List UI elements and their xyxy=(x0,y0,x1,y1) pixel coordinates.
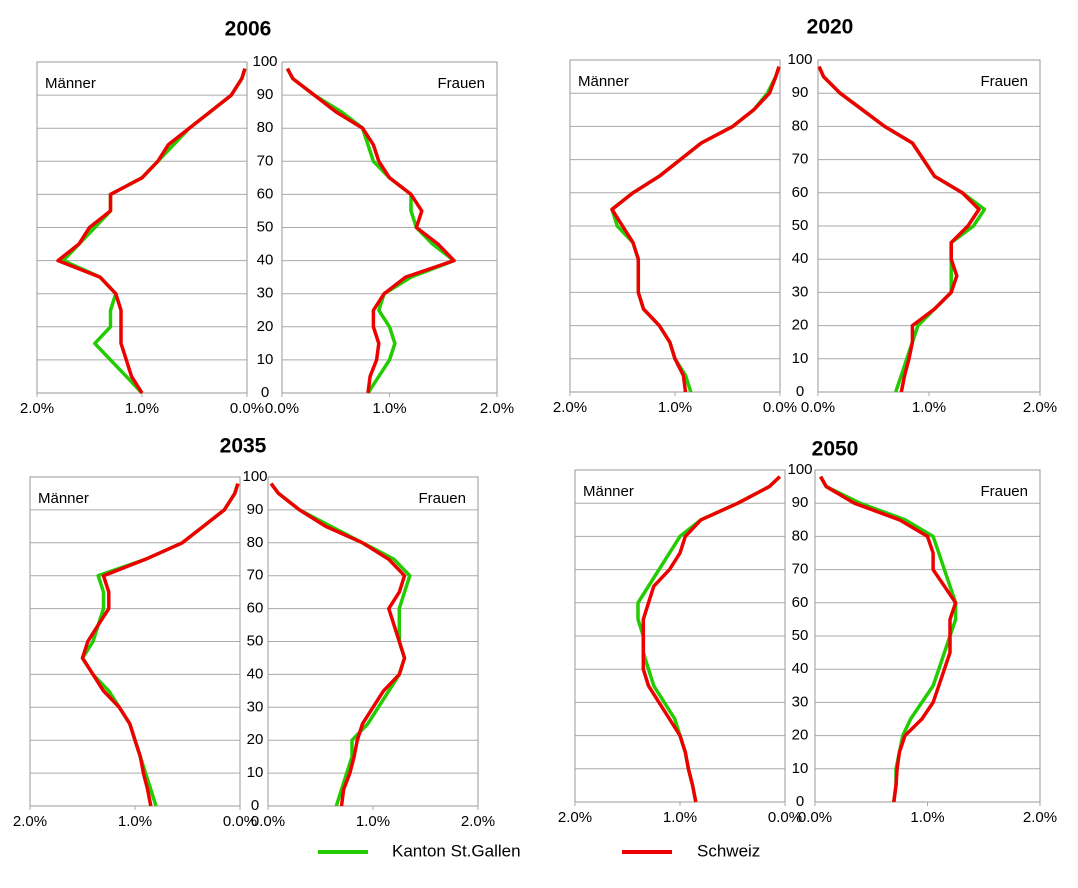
y-tick-label: 20 xyxy=(247,731,264,748)
y-tick-label: 90 xyxy=(247,501,264,518)
y-tick-label: 50 xyxy=(792,627,809,644)
y-tick-label: 50 xyxy=(257,218,274,235)
y-tick-label: 0 xyxy=(796,793,804,810)
y-tick-label: 50 xyxy=(247,632,264,649)
y-tick-label: 0 xyxy=(796,383,804,400)
population-line xyxy=(80,483,240,807)
x-tick-label: 2.0% xyxy=(1023,809,1057,826)
population-line xyxy=(610,66,781,393)
legend-label: Schweiz xyxy=(697,841,760,860)
x-tick-label: 0.0% xyxy=(801,399,835,416)
y-tick-label: 10 xyxy=(792,760,809,777)
x-tick-label: 1.0% xyxy=(910,809,944,826)
y-tick-label: 40 xyxy=(247,665,264,682)
y-tick-label: 50 xyxy=(792,217,809,234)
y-tick-label: 70 xyxy=(247,567,264,584)
y-tick-label: 20 xyxy=(792,727,809,744)
y-tick-label: 80 xyxy=(792,527,809,544)
y-tick-label: 40 xyxy=(792,250,809,267)
panel-label: Männer xyxy=(583,483,634,500)
x-tick-label: 1.0% xyxy=(658,399,692,416)
y-tick-label: 20 xyxy=(257,318,274,335)
x-tick-label: 1.0% xyxy=(125,400,159,417)
population-line xyxy=(56,68,247,394)
chart-title: 2020 xyxy=(807,16,854,39)
population-line xyxy=(285,67,456,394)
x-tick-label: 0.0% xyxy=(251,813,285,830)
y-tick-label: 60 xyxy=(792,184,809,201)
chart-title: 2050 xyxy=(812,438,859,461)
population-line xyxy=(80,483,240,807)
y-tick-label: 60 xyxy=(257,185,274,202)
y-tick-label: 100 xyxy=(787,461,812,478)
y-tick-label: 40 xyxy=(792,660,809,677)
x-tick-label: 2.0% xyxy=(558,809,592,826)
y-tick-label: 0 xyxy=(251,797,259,814)
x-tick-label: 2.0% xyxy=(553,399,587,416)
population-line xyxy=(819,475,958,803)
y-tick-label: 60 xyxy=(792,594,809,611)
x-tick-label: 2.0% xyxy=(13,813,47,830)
y-tick-label: 80 xyxy=(247,534,264,551)
x-tick-label: 1.0% xyxy=(118,813,152,830)
y-tick-label: 70 xyxy=(257,152,274,169)
y-tick-label: 80 xyxy=(257,119,274,136)
x-tick-label: 0.0% xyxy=(763,399,797,416)
y-tick-label: 20 xyxy=(792,317,809,334)
y-tick-label: 90 xyxy=(792,84,809,101)
x-tick-label: 0.0% xyxy=(798,809,832,826)
y-tick-label: 30 xyxy=(792,283,809,300)
y-tick-label: 0 xyxy=(261,384,269,401)
panel-label: Frauen xyxy=(980,73,1028,90)
x-tick-label: 2.0% xyxy=(480,400,514,417)
y-tick-label: 10 xyxy=(257,351,274,368)
y-tick-label: 10 xyxy=(247,764,264,781)
y-tick-label: 90 xyxy=(257,86,274,103)
population-line xyxy=(269,482,407,807)
x-tick-label: 1.0% xyxy=(372,400,406,417)
panel-label: Frauen xyxy=(418,490,466,507)
population-line xyxy=(641,475,782,803)
legend-label: Kanton St.Gallen xyxy=(392,841,521,860)
population-line xyxy=(817,65,987,393)
x-tick-label: 0.0% xyxy=(768,809,802,826)
population-line xyxy=(819,475,958,803)
y-tick-label: 10 xyxy=(792,350,809,367)
x-tick-label: 1.0% xyxy=(663,809,697,826)
panel-label: Männer xyxy=(45,75,96,92)
population-line xyxy=(61,68,247,395)
panel-label: Frauen xyxy=(437,75,485,92)
x-tick-label: 2.0% xyxy=(1023,399,1057,416)
y-tick-label: 70 xyxy=(792,561,809,578)
y-tick-label: 30 xyxy=(247,698,264,715)
x-tick-label: 2.0% xyxy=(20,400,54,417)
population-line xyxy=(285,67,456,394)
y-tick-label: 100 xyxy=(242,468,267,485)
x-tick-label: 0.0% xyxy=(265,400,299,417)
chart-title: 2035 xyxy=(220,435,267,458)
population-line xyxy=(817,65,981,393)
y-tick-label: 30 xyxy=(257,285,274,302)
chart-title: 2006 xyxy=(225,18,272,41)
y-tick-label: 80 xyxy=(792,117,809,134)
panel-label: Männer xyxy=(578,73,629,90)
y-tick-label: 100 xyxy=(787,51,812,68)
y-tick-label: 60 xyxy=(247,600,264,617)
x-tick-label: 0.0% xyxy=(230,400,264,417)
y-tick-label: 90 xyxy=(792,494,809,511)
population-line xyxy=(636,475,782,803)
x-tick-label: 1.0% xyxy=(912,399,946,416)
y-tick-label: 70 xyxy=(792,151,809,168)
x-tick-label: 1.0% xyxy=(356,813,390,830)
x-tick-label: 0.0% xyxy=(223,813,257,830)
population-line xyxy=(610,66,781,393)
y-tick-label: 30 xyxy=(792,693,809,710)
y-tick-label: 40 xyxy=(257,252,274,269)
panel-label: Frauen xyxy=(980,483,1028,500)
panel-label: Männer xyxy=(38,490,89,507)
x-tick-label: 2.0% xyxy=(461,813,495,830)
y-tick-label: 100 xyxy=(252,53,277,70)
